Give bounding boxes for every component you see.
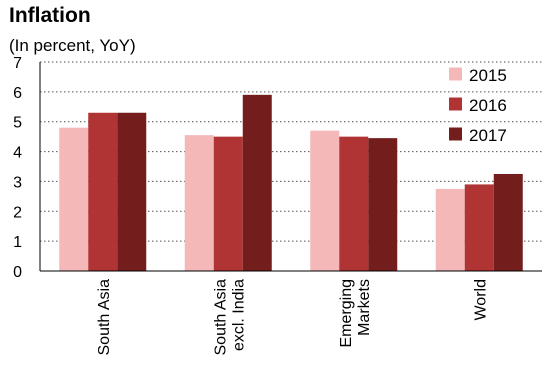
bar-2015: [310, 130, 340, 271]
chart-title: Inflation: [9, 4, 91, 27]
y-tick-label: 6: [13, 85, 22, 102]
axes: [39, 62, 542, 272]
bar-2017: [368, 138, 398, 271]
bar-2015: [59, 127, 89, 271]
bar-2015: [184, 135, 214, 271]
x-tick-label: South Asia excl. India: [212, 279, 247, 356]
x-tick-label-line: South Asia: [96, 279, 113, 356]
bar-2016: [213, 136, 243, 271]
bar-2016: [339, 136, 369, 271]
bar-2017: [242, 94, 272, 271]
y-tick-label: 7: [13, 55, 22, 72]
x-tick-label-line: excl. India: [230, 279, 247, 351]
y-tick-label: 4: [13, 145, 22, 162]
x-tick-labels: South Asia South Asia excl. India Emerging M…: [96, 279, 490, 356]
x-tick-label: South Asia: [96, 279, 113, 356]
bars: [59, 94, 523, 271]
y-tick-label: 2: [13, 204, 22, 221]
legend-swatch-2015: [449, 67, 462, 81]
x-tick-label-line: World: [472, 279, 489, 321]
bar-2015: [435, 188, 465, 271]
chart-subtitle: (In percent, YoY): [9, 36, 136, 55]
x-tick-label-line: South Asia: [212, 279, 229, 356]
legend-label-2016: 2016: [469, 96, 507, 115]
x-tick-label-line: Emerging: [338, 279, 355, 347]
legend-swatch-2016: [449, 97, 462, 111]
y-tick-label: 5: [13, 115, 22, 132]
x-tick-label: Emerging Markets: [338, 279, 373, 347]
legend-label-2017: 2017: [469, 126, 507, 145]
legend-swatch-2017: [449, 127, 462, 141]
bar-2016: [88, 112, 118, 271]
legend-label-2015: 2015: [469, 66, 507, 85]
y-tick-label: 0: [13, 264, 22, 281]
bar-2016: [464, 184, 494, 271]
bar-2017: [493, 173, 523, 271]
x-tick-label-line: Markets: [356, 279, 373, 336]
y-tick-label: 1: [13, 234, 22, 251]
legend: 2015 2016 2017: [449, 66, 507, 145]
bar-2017: [117, 112, 147, 271]
x-tick-label: World: [472, 279, 489, 321]
y-tick-label: 3: [13, 174, 22, 191]
y-tick-labels: 0 1 2 3 4 5 6 7: [13, 55, 22, 281]
